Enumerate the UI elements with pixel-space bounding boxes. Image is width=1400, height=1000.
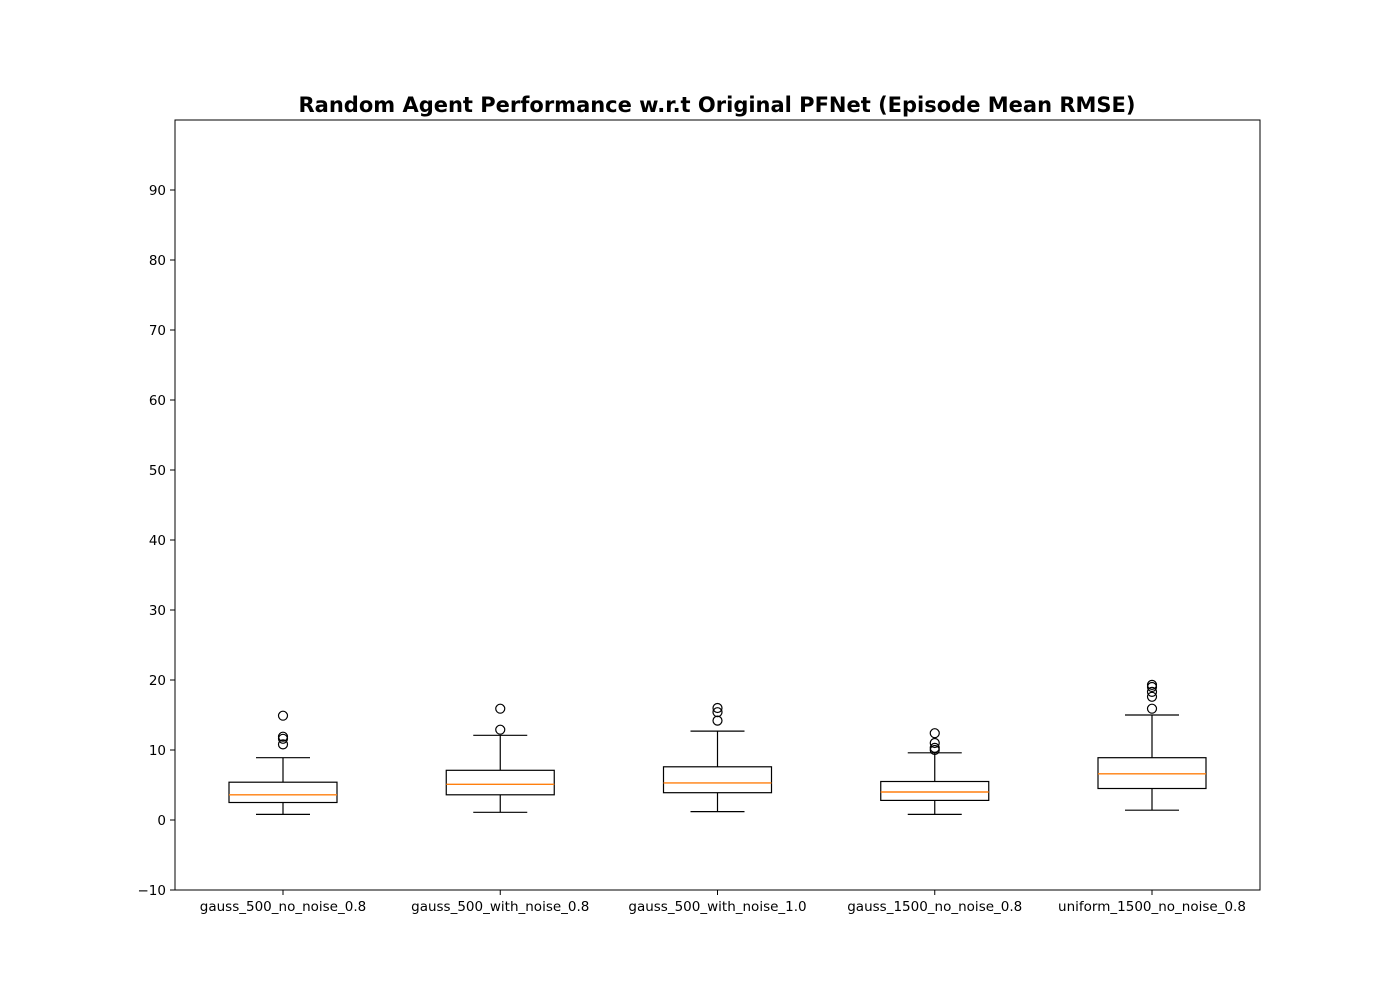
plot-area: −10 0 10 20 30 40 50 60 70 80 90 gauss_500_no_noise… (138, 183, 1246, 915)
outlier-point (1146, 679, 1158, 691)
y-tick-label: 30 (149, 603, 166, 619)
outlier-point (929, 728, 940, 739)
outlier-point (277, 739, 289, 750)
box-iqr (880, 780, 990, 801)
outlier-point (277, 733, 289, 744)
y-tick-label: −10 (138, 883, 167, 899)
outlier-point (712, 715, 723, 726)
box-iqr (662, 766, 773, 794)
y-tick-label: 60 (149, 393, 166, 409)
y-tick-label: 40 (149, 533, 166, 549)
y-tick-label: 90 (149, 183, 166, 199)
y-tick-label: 70 (149, 323, 166, 339)
x-tick-label: gauss_500_with_noise_1.0 (628, 899, 806, 915)
y-tick-label: 0 (157, 813, 166, 829)
outlier-point (495, 703, 506, 714)
chart-title: Random Agent Performance w.r.t Original … (299, 93, 1136, 117)
outlier-point (929, 737, 940, 749)
x-tick-label: gauss_500_no_noise_0.8 (200, 899, 366, 915)
outlier-point (495, 724, 506, 735)
y-tick-label: 50 (149, 463, 166, 479)
box-iqr (445, 769, 555, 796)
y-tick-label: 10 (149, 743, 166, 759)
y-tick-label: 80 (149, 253, 166, 269)
outlier-point (1146, 703, 1158, 714)
x-tick-label: uniform_1500_no_noise_0.8 (1058, 899, 1246, 915)
outlier-point (1146, 686, 1158, 698)
outlier-point (1146, 691, 1158, 702)
plot-frame (174, 119, 1261, 891)
box-iqr (228, 781, 338, 804)
x-tick-label: gauss_1500_no_noise_0.8 (847, 899, 1022, 915)
outlier-point (277, 731, 289, 742)
outlier-point (712, 702, 723, 714)
outlier-point (929, 742, 940, 754)
x-tick-label: gauss_500_with_noise_0.8 (411, 899, 589, 915)
outlier-point (277, 710, 289, 721)
outlier-point (712, 707, 723, 718)
y-tick-label: 20 (149, 673, 166, 689)
